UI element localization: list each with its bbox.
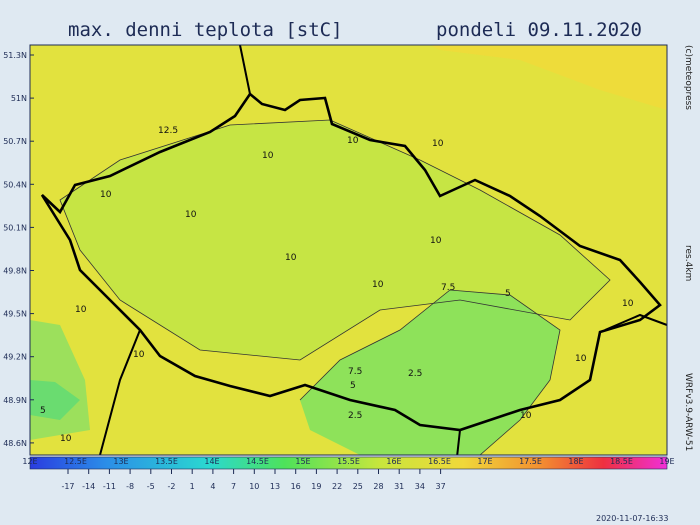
contour-label: 12.5 bbox=[158, 126, 178, 136]
lat-label: 50.4N bbox=[3, 180, 27, 189]
lon-label: 13E bbox=[113, 457, 128, 466]
lat-label: 48.6N bbox=[3, 439, 27, 448]
contour-line bbox=[59, 119, 611, 361]
contour-label: 10 bbox=[100, 190, 112, 200]
country-border bbox=[99, 45, 667, 455]
lon-label: 14E bbox=[204, 457, 219, 466]
contour-label: 10 bbox=[133, 350, 145, 360]
colorbar-tick-label: -11 bbox=[103, 482, 116, 491]
lon-label: 17.5E bbox=[519, 457, 542, 466]
lon-label: 16E bbox=[386, 457, 401, 466]
contour-label: 2.5 bbox=[348, 411, 362, 421]
lat-label: 49.2N bbox=[3, 353, 27, 362]
lat-label: 50.1N bbox=[3, 223, 27, 232]
colorbar-tick-label: -5 bbox=[147, 482, 155, 491]
colorbar-tick-label: 1 bbox=[190, 482, 195, 491]
lon-label: 18.5E bbox=[610, 457, 633, 466]
field-zone bbox=[30, 380, 80, 420]
lon-label: 19E bbox=[659, 457, 674, 466]
lon-label: 13.5E bbox=[155, 457, 178, 466]
copyright: (c)meteopress bbox=[683, 45, 693, 110]
contour-label: 10 bbox=[432, 139, 444, 149]
lon-label: 18E bbox=[568, 457, 583, 466]
contour-label: 10 bbox=[285, 253, 297, 263]
map-title: max. denni teplota [stC] bbox=[68, 19, 343, 41]
model: WRFv3.9-ARW-51 bbox=[683, 373, 693, 451]
lat-label: 49.5N bbox=[3, 310, 27, 319]
colorbar-tick-label: 34 bbox=[415, 482, 425, 491]
country-border bbox=[40, 92, 662, 432]
field-zone bbox=[300, 290, 560, 455]
lat-label: 48.9N bbox=[3, 396, 27, 405]
contour-label: 5 bbox=[505, 289, 511, 299]
lat-label: 51.3N bbox=[3, 51, 27, 60]
contour-label: 5 bbox=[40, 406, 46, 416]
map-date: pondeli 09.11.2020 bbox=[436, 19, 642, 41]
colorbar bbox=[29, 456, 668, 470]
resolution: res.4km bbox=[683, 245, 693, 281]
contour-label: 10 bbox=[372, 280, 384, 290]
map-field bbox=[30, 45, 667, 455]
lat-label: 49.8N bbox=[3, 267, 27, 276]
contour-label: 7.5 bbox=[441, 283, 455, 293]
lon-label: 12.5E bbox=[64, 457, 87, 466]
colorbar-tick-label: -8 bbox=[126, 482, 134, 491]
colorbar-tick-label: 10 bbox=[249, 482, 259, 491]
contour-label: 10 bbox=[520, 411, 532, 421]
colorbar-tick-label: 19 bbox=[311, 482, 321, 491]
contour-label: 10 bbox=[185, 210, 197, 220]
lon-label: 16.5E bbox=[428, 457, 451, 466]
run-time: 2020-11-07-16:33 bbox=[596, 514, 668, 523]
lon-label: 14.5E bbox=[246, 457, 269, 466]
colorbar-tick-label: 25 bbox=[353, 482, 363, 491]
lat-label: 50.7N bbox=[3, 137, 27, 146]
map-frame bbox=[29, 44, 668, 456]
colorbar-tick-label: -14 bbox=[82, 482, 95, 491]
colorbar-tick-label: -2 bbox=[168, 482, 176, 491]
contour-label: 10 bbox=[347, 136, 359, 146]
lon-label: 15E bbox=[295, 457, 310, 466]
colorbar-tick-label: -17 bbox=[61, 482, 74, 491]
contour-label: 10 bbox=[622, 299, 634, 309]
contour-label: 10 bbox=[60, 434, 72, 444]
contour-label: 10 bbox=[75, 305, 87, 315]
colorbar-tick-label: 16 bbox=[291, 482, 301, 491]
contour-label: 10 bbox=[575, 354, 587, 364]
lon-label: 17E bbox=[477, 457, 492, 466]
colorbar-tick-label: 4 bbox=[210, 482, 215, 491]
colorbar-tick-label: 37 bbox=[436, 482, 446, 491]
lat-label: 51N bbox=[11, 94, 27, 103]
colorbar-tick-label: 31 bbox=[394, 482, 404, 491]
colorbar-tick-label: 13 bbox=[270, 482, 280, 491]
contour-label: 10 bbox=[262, 151, 274, 161]
lon-label: 15.5E bbox=[337, 457, 360, 466]
lon-label: 12E bbox=[22, 457, 37, 466]
contour-label: 10 bbox=[430, 236, 442, 246]
colorbar-tick-label: 7 bbox=[231, 482, 236, 491]
colorbar-tick-label: 22 bbox=[332, 482, 342, 491]
contour-label: 2.5 bbox=[408, 369, 422, 379]
contour-label: 7.5 bbox=[348, 367, 362, 377]
contour-labels: 12.5 10 10 10 10 10 10 10 10 10 10 7.5 5… bbox=[40, 126, 634, 444]
contour-label: 5 bbox=[350, 381, 356, 391]
colorbar-tick-label: 28 bbox=[373, 482, 383, 491]
field-zone bbox=[430, 45, 667, 110]
